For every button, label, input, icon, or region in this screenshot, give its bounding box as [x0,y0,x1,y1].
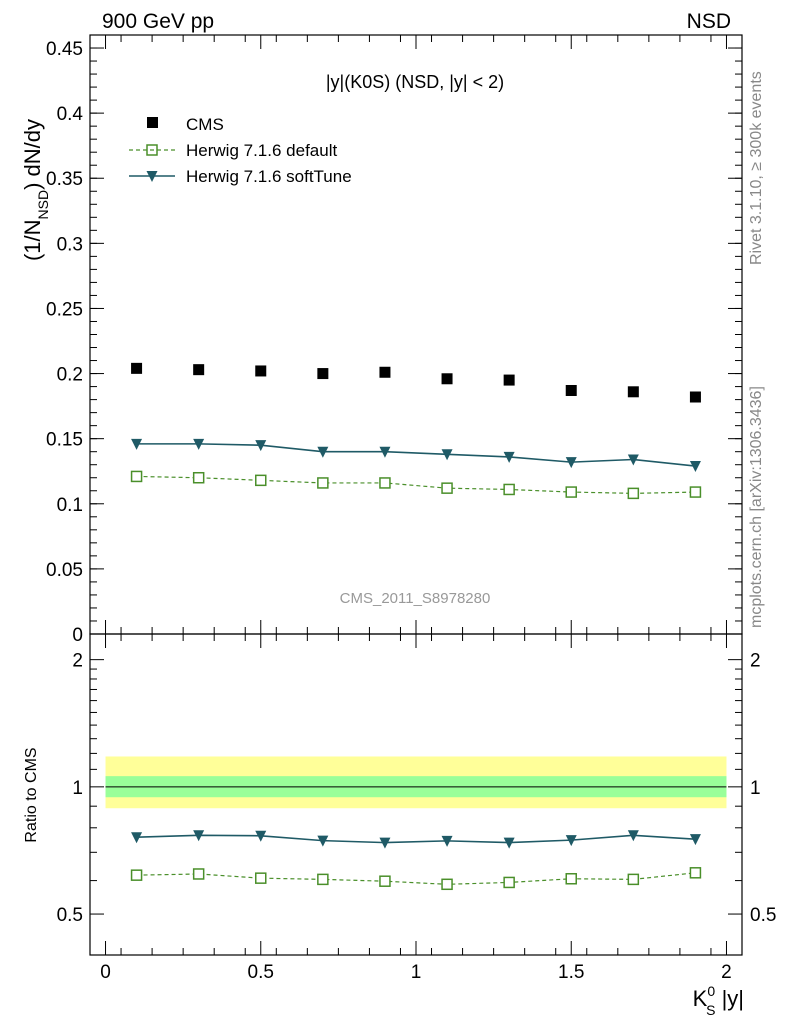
ratio-point-softtune [689,834,701,846]
main-y-tick-label: 0.05 [46,560,83,581]
ratio-point-softtune [255,830,267,842]
side-label-rivet: Rivet 3.1.10, ≥ 300k events [748,71,765,265]
ratio-point-softtune [193,830,205,842]
legend-marker-softtune [146,171,158,182]
legend-label-default: Herwig 7.1.6 default [186,141,337,160]
ratio-point-softtune [565,835,577,847]
data-point-softtune [627,454,639,466]
legend: CMS Herwig 7.1.6 default Herwig 7.1.6 so… [129,115,352,186]
series-line-default [136,475,696,494]
data-point-default [255,474,267,487]
ratio-point-softtune [317,835,329,847]
ratio-point-default [627,873,640,886]
ratio-y-tick-label: 0.5 [57,905,83,926]
x-tick-label: 1.5 [558,962,584,983]
legend-marker-cms [147,117,158,128]
data-point-cms [379,366,391,378]
ratio-y-tick-label-right: 1 [750,778,761,799]
data-point-default [503,483,515,496]
ratio-point-softtune [131,832,143,844]
x-tick-label: 0 [100,962,111,983]
data-point-default [317,477,329,489]
data-point-cms [255,365,267,377]
series-line-softtune [136,443,696,467]
ratio-point-default [379,875,391,887]
ratio-point-default [689,867,702,879]
data-point-softtune [441,449,453,461]
ratio-point-default [192,868,205,880]
data-point-cms [317,368,329,380]
data-point-default [130,470,143,483]
ratio-line-softtune [136,834,696,844]
main-y-tick-label: 0.45 [46,39,83,60]
x-axis-title: K0 S |y| [693,983,744,1018]
data-point-default [689,486,702,498]
x-tick-label: 0.5 [248,962,274,983]
data-point-cms [627,386,639,398]
main-y-tick-label: 0.35 [46,169,83,190]
header-left-label: 900 GeV pp [102,10,214,33]
ratio-y-tick-label-right: 0.5 [750,905,776,926]
data-point-cms [503,374,515,386]
main-title: |y|(K0S) (NSD, |y| < 2) [326,72,504,92]
x-tick-label: 1 [411,962,422,983]
data-point-softtune [503,451,515,463]
data-point-softtune [317,446,329,458]
header-right-label: NSD [687,10,731,33]
ratio-point-softtune [379,837,391,849]
data-point-default [565,486,577,498]
ratio-point-default [130,869,143,881]
ratio-y-tick-label: 2 [72,651,83,672]
data-point-cms [441,373,453,385]
data-point-softtune [131,438,143,450]
x-tick-label: 2 [721,962,732,983]
main-y-tick-label: 0 [72,625,83,646]
data-point-cms [689,391,701,403]
data-point-cms [131,362,143,374]
side-label-mcplots: mcplots.cern.ch [arXiv:1306.3436] [748,386,765,628]
data-point-default [441,482,453,494]
legend-marker-default [146,144,158,156]
main-y-tick-label: 0.2 [57,365,83,386]
ratio-point-softtune [503,837,515,849]
ratio-point-default [565,873,577,885]
data-point-cms [193,364,205,376]
ratio-line-default [136,872,696,885]
data-point-softtune [255,440,267,452]
data-point-softtune [193,438,205,450]
ratio-y-axis-title: Ratio to CMS [23,747,40,842]
data-point-softtune [565,457,577,469]
main-y-tick-label: 0.15 [46,430,83,451]
main-y-tick-label: 0.25 [46,299,83,320]
ratio-point-default [317,873,329,886]
data-point-default [379,477,391,489]
main-y-axis-title: (1/NNSD) dN/dy [20,119,51,261]
ratio-y-tick-label: 1 [72,778,83,799]
ratio-point-softtune [627,830,639,842]
data-point-softtune [689,461,701,473]
legend-label-cms: CMS [186,115,224,134]
ratio-point-default [255,872,267,884]
data-point-softtune [379,446,391,458]
main-y-tick-label: 0.3 [57,234,83,255]
ratio-point-default [503,876,515,889]
ratio-point-default [441,878,453,891]
data-point-cms [565,384,577,396]
ratio-point-softtune [441,835,453,847]
data-point-default [192,471,205,484]
data-point-default [627,487,640,500]
main-y-tick-label: 0.4 [57,104,84,125]
legend-label-softtune: Herwig 7.1.6 softTune [186,167,352,186]
main-y-tick-label: 0.1 [57,495,83,516]
ratio-y-tick-label-right: 2 [750,651,761,672]
analysis-watermark: CMS_2011_S8978280 [340,590,491,607]
